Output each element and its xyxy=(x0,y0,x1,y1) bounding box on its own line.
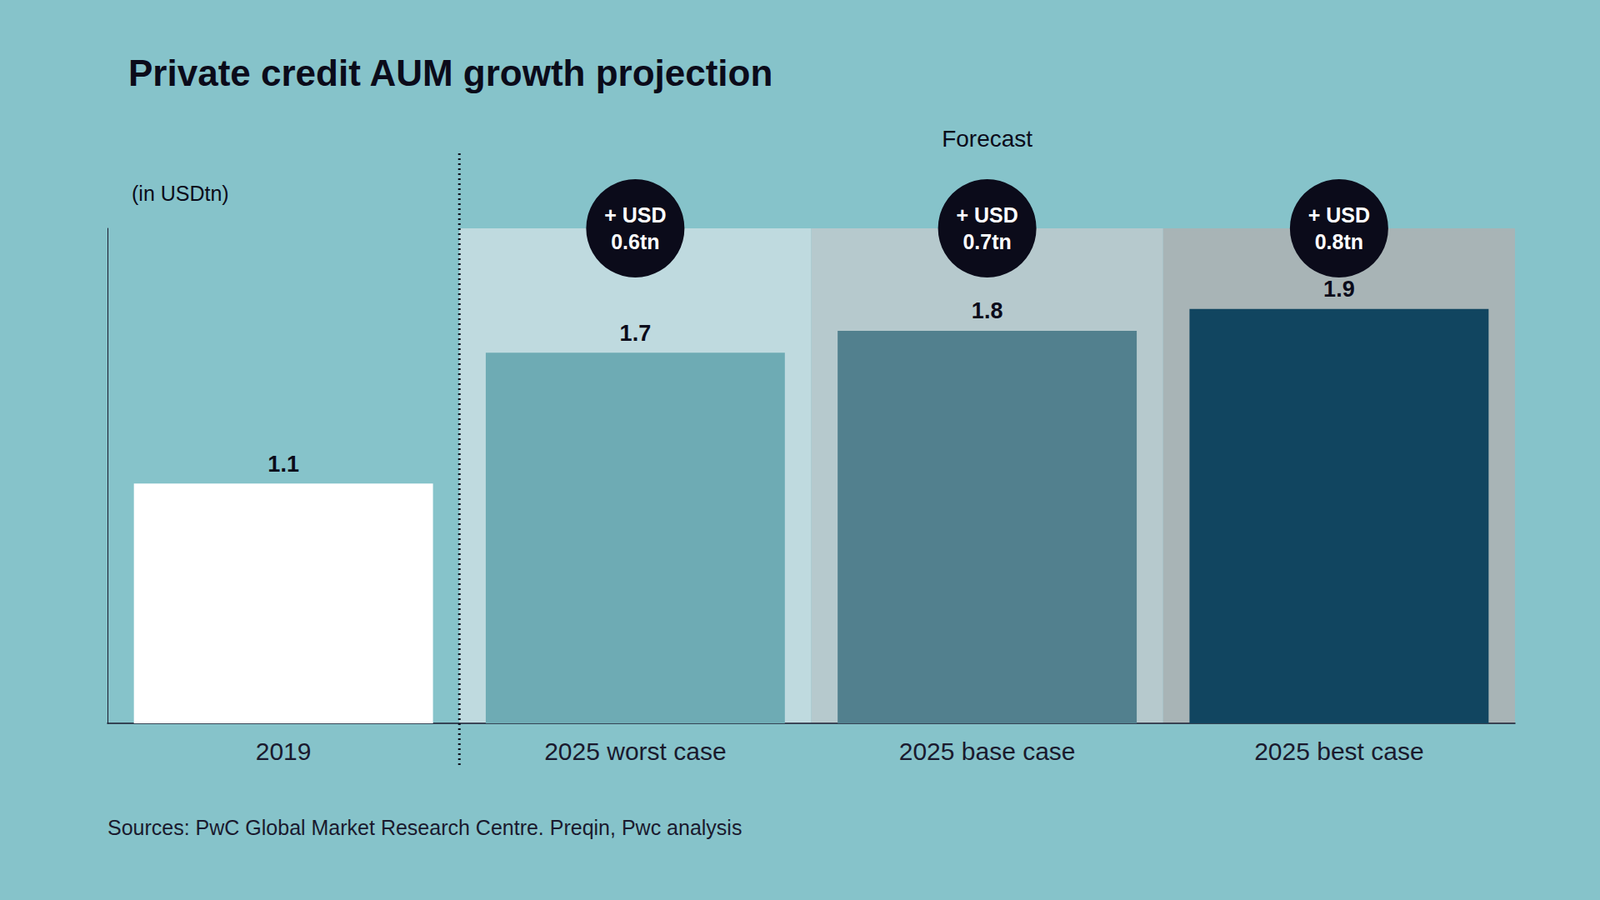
svg-text:Forecast: Forecast xyxy=(941,125,1033,152)
svg-text:+ USD: + USD xyxy=(604,203,666,227)
svg-text:+ USD: + USD xyxy=(955,203,1018,227)
svg-text:(in USDtn): (in USDtn) xyxy=(131,181,230,205)
svg-text:1.9: 1.9 xyxy=(1323,276,1355,302)
svg-text:2019: 2019 xyxy=(255,737,312,765)
svg-text:1.7: 1.7 xyxy=(620,320,652,346)
svg-text:2025 base case: 2025 base case xyxy=(899,737,1076,765)
svg-text:1.8: 1.8 xyxy=(971,298,1004,324)
svg-text:2025 worst case: 2025 worst case xyxy=(544,737,726,765)
svg-text:0.8tn: 0.8tn xyxy=(1315,230,1364,254)
svg-text:0.7tn: 0.7tn xyxy=(962,230,1011,254)
svg-text:1.1: 1.1 xyxy=(267,451,300,477)
svg-text:Sources: PwC Global Market Res: Sources: PwC Global Market Research Cent… xyxy=(107,815,742,840)
svg-text:0.6tn: 0.6tn xyxy=(610,230,660,254)
svg-text:Private credit AUM growth proj: Private credit AUM growth projection xyxy=(128,52,773,94)
svg-text:2025 best case: 2025 best case xyxy=(1254,737,1424,765)
svg-text:+ USD: + USD xyxy=(1308,203,1370,227)
